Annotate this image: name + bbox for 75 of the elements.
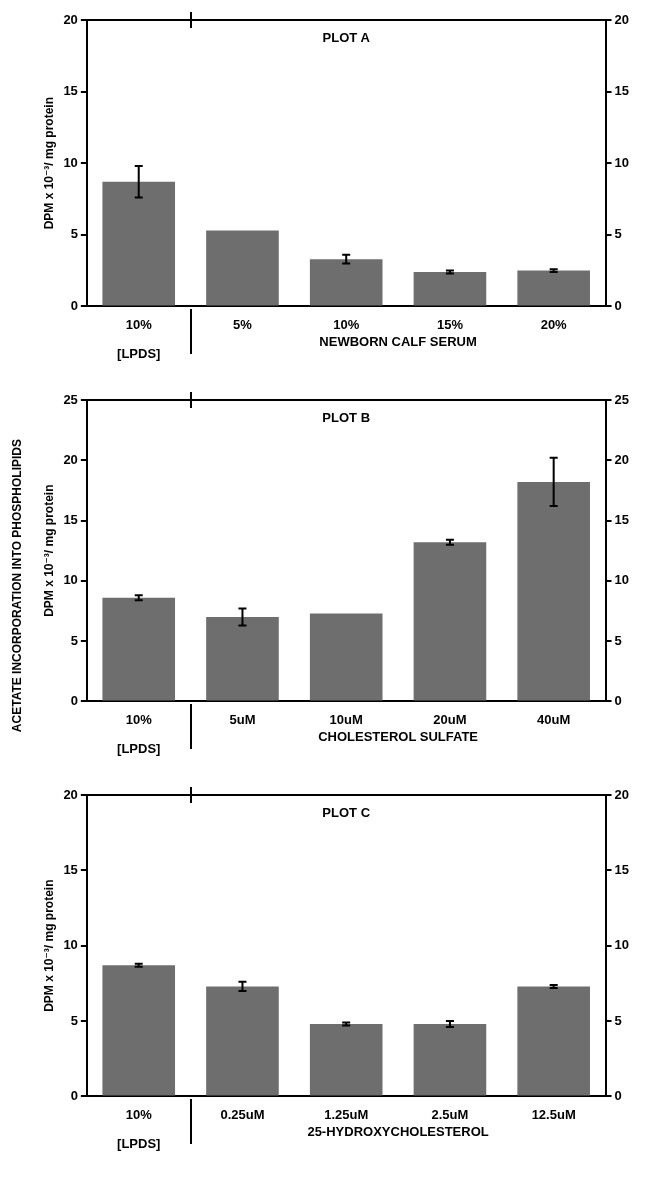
y2-tick-label: 25: [614, 391, 630, 407]
y-tick-label: 10: [63, 154, 78, 170]
y-tick-label: 5: [70, 1012, 78, 1028]
x-tick-label: 20%: [540, 316, 568, 332]
x-tick-label: 10%: [333, 316, 360, 332]
text: [LPDS]: [117, 346, 161, 362]
y-tick-label: 0: [70, 297, 78, 313]
x-axis-title: NEWBORN CALF SERUM: [319, 334, 477, 350]
bar: [517, 986, 590, 1096]
y-axis-title: DPM x 10⁻³/ mg protein: [41, 879, 56, 1012]
y-tick-label: 5: [70, 632, 78, 648]
bar: [517, 270, 590, 306]
y2-tick-label: 15: [614, 861, 630, 877]
x-axis-title: 25-HYDROXYCHOLESTEROL: [307, 1124, 489, 1140]
text: [LPDS]: [117, 1136, 161, 1152]
x-tick-label: 40uM: [537, 711, 571, 727]
x-axis-title: CHOLESTEROL SULFATE: [318, 729, 479, 745]
bar: [413, 272, 487, 306]
text: PLOT C: [322, 805, 371, 821]
bar: [309, 613, 383, 701]
y-tick-label: 10: [63, 572, 78, 588]
bar: [102, 965, 176, 1096]
bar: [413, 1024, 487, 1096]
x-tick-label: 20uM: [433, 711, 467, 727]
bar: [206, 230, 279, 306]
y-tick-label: 5: [70, 226, 78, 242]
text: PLOT A: [322, 30, 371, 46]
y-tick-label: 15: [63, 861, 78, 877]
y2-tick-label: 20: [614, 786, 630, 802]
bar: [413, 542, 487, 701]
y2-tick-label: 15: [614, 83, 630, 99]
y2-tick-label: 20: [614, 11, 630, 27]
x-tick-label: 10%: [125, 316, 153, 332]
x-tick-label: 15%: [436, 316, 464, 332]
x-tick-label: 12.5uM: [531, 1106, 576, 1122]
x-tick-label: 10uM: [329, 711, 363, 727]
y2-tick-label: 10: [614, 937, 630, 953]
y-tick-label: 20: [63, 451, 78, 467]
y2-tick-label: 15: [614, 512, 630, 528]
text: [LPDS]: [117, 741, 161, 757]
y-tick-label: 25: [63, 391, 78, 407]
bar: [206, 617, 279, 701]
y2-tick-label: 10: [614, 154, 630, 170]
y-tick-label: 10: [63, 937, 78, 953]
y2-tick-label: 0: [614, 297, 622, 313]
y-tick-label: 15: [63, 512, 78, 528]
y2-tick-label: 0: [614, 1087, 622, 1103]
y-axis-title: DPM x 10⁻³/ mg protein: [41, 484, 56, 617]
x-tick-label: 0.25uM: [220, 1106, 265, 1122]
y2-tick-label: 5: [614, 1012, 622, 1028]
x-tick-label: 10%: [125, 711, 153, 727]
bar: [206, 986, 279, 1096]
x-tick-label: 5uM: [229, 711, 256, 727]
bar: [102, 181, 176, 306]
text: PLOT B: [322, 410, 371, 426]
y-axis-title: DPM x 10⁻³/ mg protein: [41, 97, 56, 230]
y-tick-label: 0: [70, 692, 78, 708]
text: ACETATE INCORPORATION INTO PHOSPHOLIPIDS: [10, 438, 24, 733]
bar: [102, 597, 176, 701]
y-tick-label: 15: [63, 83, 78, 99]
x-tick-label: 10%: [125, 1106, 153, 1122]
y-tick-label: 20: [63, 786, 78, 802]
bar: [309, 259, 383, 306]
bar: [309, 1024, 383, 1096]
y2-tick-label: 20: [614, 451, 630, 467]
y-tick-label: 0: [70, 1087, 78, 1103]
x-tick-label: 5%: [233, 316, 253, 332]
bar: [517, 481, 590, 701]
y2-tick-label: 10: [614, 572, 630, 588]
y2-tick-label: 5: [614, 632, 622, 648]
y-tick-label: 20: [63, 11, 78, 27]
x-tick-label: 1.25uM: [324, 1106, 369, 1122]
y2-tick-label: 5: [614, 226, 622, 242]
y2-tick-label: 0: [614, 692, 622, 708]
x-tick-label: 2.5uM: [431, 1106, 469, 1122]
